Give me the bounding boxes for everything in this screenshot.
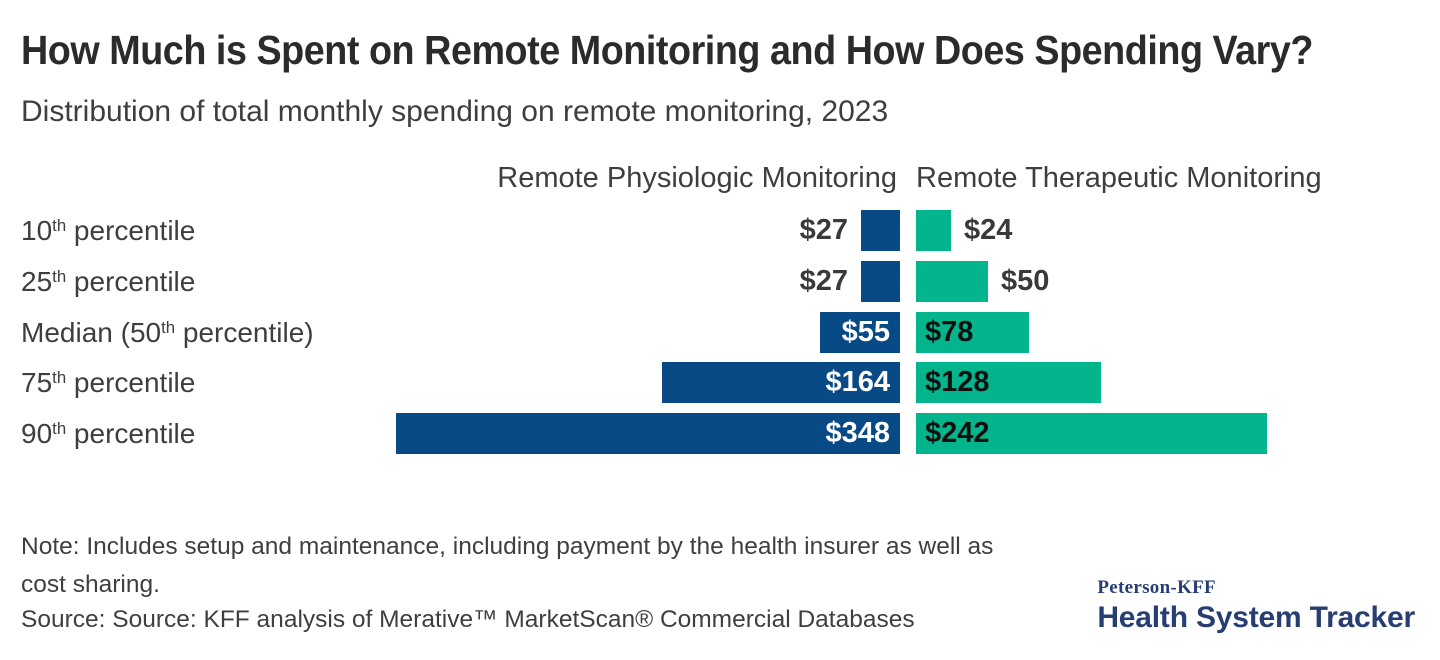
percentile-row-label: 10th percentile <box>21 215 196 246</box>
therapeutic-bar: $128 <box>916 362 1101 403</box>
percentile-row-label: 90th percentile <box>21 418 196 449</box>
physiologic-bar <box>861 210 900 251</box>
page-title: How Much is Spent on Remote Monitoring a… <box>21 27 1313 73</box>
peterson-kff-logo: Peterson-KFF Health System Tracker <box>1097 577 1415 634</box>
percentile-row-label: Median (50th percentile) <box>21 317 314 348</box>
therapeutic-value-label: $24 <box>964 214 1013 246</box>
percentile-row-label: 25th percentile <box>21 266 196 297</box>
therapeutic-bar <box>916 210 951 251</box>
note-text: Note: Includes setup and maintenance, in… <box>21 528 993 604</box>
superscript-ordinal: th <box>52 215 67 235</box>
superscript-ordinal: th <box>52 367 67 387</box>
column-header-therapeutic: Remote Therapeutic Monitoring <box>916 162 1322 194</box>
superscript-ordinal: th <box>52 418 67 438</box>
therapeutic-bar <box>916 261 988 302</box>
physiologic-bar <box>861 261 900 302</box>
physiologic-value-label: $164 <box>825 366 890 398</box>
logo-brand-top: Peterson-KFF <box>1097 577 1216 598</box>
therapeutic-bar: $242 <box>916 413 1267 454</box>
therapeutic-value-label: $50 <box>1001 265 1050 297</box>
percentile-row-label: 75th percentile <box>21 367 196 398</box>
therapeutic-bar: $78 <box>916 312 1029 353</box>
note-line-2: cost sharing. <box>21 570 160 598</box>
source-text: Source: Source: KFF analysis of Merative… <box>21 606 915 633</box>
therapeutic-value-label: $128 <box>925 366 990 398</box>
therapeutic-value-label: $78 <box>925 316 974 348</box>
superscript-ordinal: th <box>161 317 176 337</box>
physiologic-value-label: $348 <box>825 417 890 449</box>
physiologic-bar: $164 <box>662 362 900 403</box>
physiologic-value-label: $55 <box>841 316 890 348</box>
therapeutic-value-label: $242 <box>925 417 990 449</box>
physiologic-value-label: $27 <box>799 214 848 246</box>
physiologic-bar: $348 <box>396 413 900 454</box>
chart-subtitle: Distribution of total monthly spending o… <box>21 95 889 128</box>
superscript-ordinal: th <box>52 266 67 286</box>
column-header-physiologic: Remote Physiologic Monitoring <box>497 162 897 194</box>
physiologic-value-label: $27 <box>799 265 848 297</box>
physiologic-bar: $55 <box>820 312 900 353</box>
note-line-1: Note: Includes setup and maintenance, in… <box>21 533 994 560</box>
logo-brand-bottom: Health System Tracker <box>1097 601 1415 634</box>
